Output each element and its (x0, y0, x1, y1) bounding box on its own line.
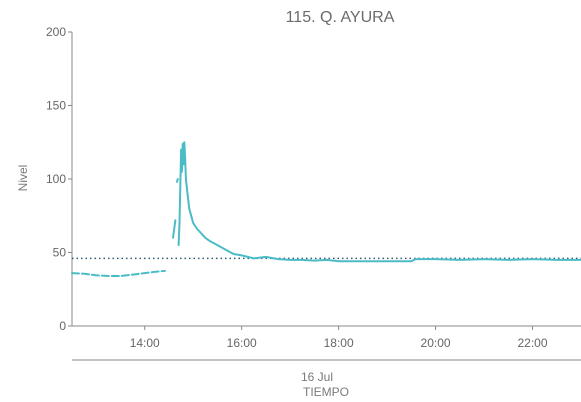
x-tick-label: 18:00 (324, 336, 354, 350)
y-axis-label: Nivel (16, 165, 30, 192)
x-tick-label: 14:00 (130, 336, 160, 350)
chart-title: 115. Q. AYURA (286, 9, 395, 26)
series-line (179, 142, 581, 261)
date-label: 16 Jul (301, 370, 333, 384)
series-line (72, 271, 165, 276)
x-axis: 14:00 16:00 18:00 20:00 22:00 (72, 326, 581, 350)
y-axis: 0 50 100 150 200 (46, 25, 72, 333)
y-tick-label: 150 (46, 99, 66, 113)
y-tick-label: 50 (53, 246, 67, 260)
x-tick-label: 22:00 (518, 336, 548, 350)
y-tick-label: 0 (59, 319, 66, 333)
series-line (173, 220, 175, 238)
series-line (177, 179, 178, 182)
series-group (72, 142, 581, 276)
x-tick-label: 20:00 (421, 336, 451, 350)
x-axis-label: TIEMPO (303, 385, 349, 399)
y-tick-label: 200 (46, 25, 66, 39)
y-tick-label: 100 (46, 172, 66, 186)
x-tick-label: 16:00 (227, 336, 257, 350)
